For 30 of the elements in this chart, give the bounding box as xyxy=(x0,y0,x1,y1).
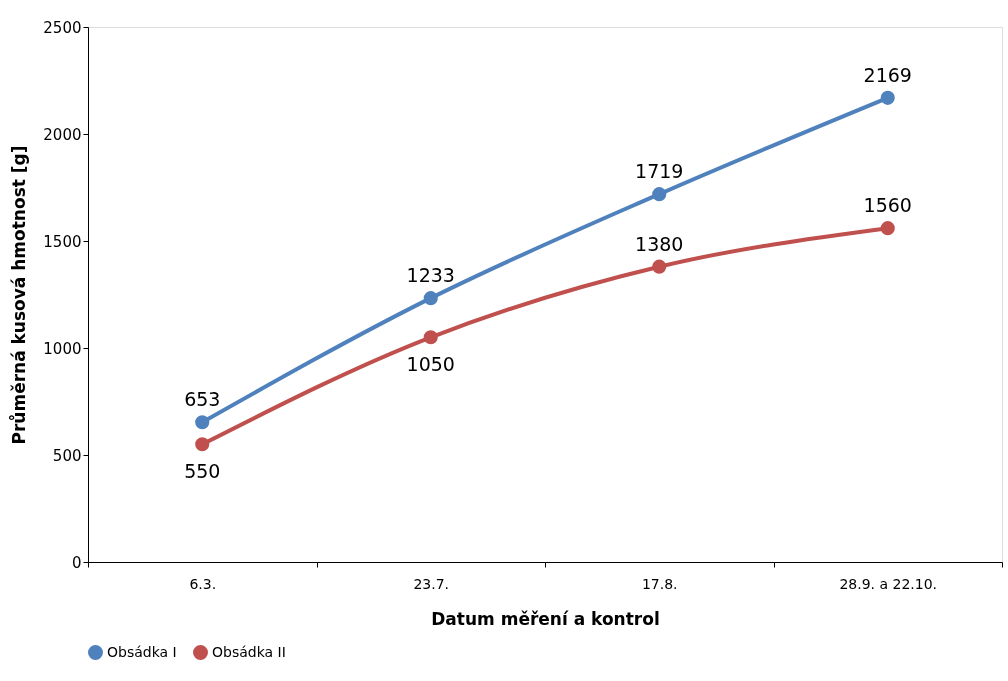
point xyxy=(423,330,438,345)
y-tick-label: 2500 xyxy=(43,18,82,37)
point xyxy=(652,187,667,202)
y-tick-label: 2000 xyxy=(43,125,82,144)
x-axis-title: Datum měření a kontrol xyxy=(431,608,660,629)
point xyxy=(195,437,210,452)
data-label: 1050 xyxy=(406,353,455,376)
data-label: 1380 xyxy=(635,232,684,255)
x-tick-label: 17.8. xyxy=(641,575,678,592)
data-label: 1233 xyxy=(406,264,455,287)
y-tick-label: 500 xyxy=(52,446,82,465)
y-tick-label: 1000 xyxy=(43,339,82,358)
point xyxy=(652,259,667,274)
data-label: 1560 xyxy=(863,194,912,217)
point xyxy=(880,221,895,236)
legend-label: Obsádka II xyxy=(212,643,286,660)
data-label: 550 xyxy=(184,460,221,483)
point xyxy=(423,291,438,306)
point xyxy=(880,90,895,105)
y-tick-label: 0 xyxy=(71,553,82,572)
data-label: 2169 xyxy=(863,63,912,86)
data-label: 1719 xyxy=(635,160,684,183)
data-label: 653 xyxy=(184,388,221,411)
point xyxy=(195,415,210,430)
x-tick-label: 6.3. xyxy=(189,575,217,592)
y-tick-label: 1500 xyxy=(43,232,82,251)
legend-label: Obsádka I xyxy=(107,643,177,660)
x-tick-label: 23.7. xyxy=(413,575,450,592)
x-tick-label: 28.9. a 22.10. xyxy=(839,575,938,592)
y-axis-title: Průměrná kusová hmotnost [g] xyxy=(8,145,30,445)
